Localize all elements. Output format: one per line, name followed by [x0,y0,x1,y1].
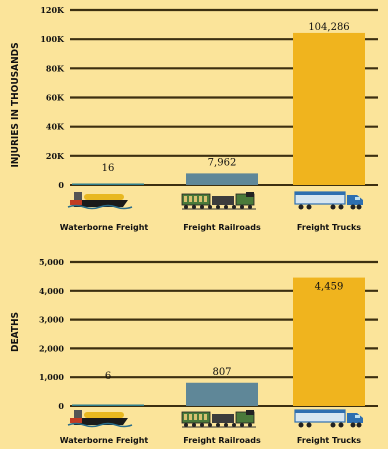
deaths-bar-railroads [186,382,258,406]
injuries-tick-labels: 120K 100K 80K 60K 40K 20K 0 [40,5,65,190]
injuries-category-icons [67,191,363,210]
deaths-value-label-waterborne: 6 [105,371,111,382]
injuries-bar-waterborne [72,183,144,185]
deaths-tick-label: 0 [58,401,64,411]
injuries-tick-label: 60K [46,93,65,103]
deaths-value-labels: 6 807 4,459 [105,282,344,382]
injuries-tick-label: 100K [40,34,65,44]
deaths-tick-label: 2,000 [39,343,64,353]
injuries-tick-label: 40K [46,122,65,132]
deaths-value-label-trucks: 4,459 [315,282,344,293]
truck-icon [294,409,363,428]
deaths-bar-trucks [293,277,365,406]
injuries-bars [72,32,365,186]
deaths-bars [72,277,365,406]
injuries-value-label-waterborne: 16 [102,163,115,174]
injuries-tick-label: 0 [58,180,64,190]
deaths-tick-label: 4,000 [39,286,64,296]
injuries-value-label-railroads: 7,962 [208,157,237,168]
injuries-value-labels: 16 7,962 104,286 [102,22,350,174]
injuries-bar-railroads [186,173,258,185]
deaths-category-label-trucks: Freight Trucks [297,436,361,445]
ship-icon [67,410,133,428]
injuries-category-labels: Waterborne Freight Freight Railroads Freig… [60,223,362,232]
injuries-y-axis-label: INJURIES IN THOUSANDS [10,42,21,167]
ship-icon [67,192,133,210]
deaths-y-axis-label: DEATHS [10,312,21,352]
deaths-category-label-railroads: Freight Railroads [183,436,261,445]
injuries-tick-label: 20K [46,151,65,161]
deaths-category-labels: Waterborne Freight Freight Railroads Freig… [60,436,362,445]
injuries-bar-trucks [293,32,365,186]
truck-icon [294,191,363,210]
deaths-tick-labels: 5,000 4,000 3,000 2,000 1,000 0 [39,257,64,411]
deaths-tick-label: 3,000 [39,315,64,325]
injuries-value-label-trucks: 104,286 [308,22,349,33]
injuries-chart: INJURIES IN THOUSANDS 120K 100K 80K 60K 40K 2… [10,5,378,232]
train-icon [181,410,256,428]
injuries-tick-label: 120K [40,5,65,15]
deaths-value-label-railroads: 807 [212,367,231,378]
injuries-tick-label: 80K [46,63,65,73]
injuries-category-label-trucks: Freight Trucks [297,223,361,232]
deaths-chart: DEATHS 5,000 4,000 3,000 2,000 1,000 0 6 807 4,… [10,257,378,445]
deaths-category-label-waterborne: Waterborne Freight [60,436,149,445]
train-icon [181,192,256,210]
deaths-tick-label: 1,000 [39,372,64,382]
deaths-category-icons [67,409,363,428]
deaths-tick-label: 5,000 [39,257,64,267]
injuries-category-label-waterborne: Waterborne Freight [60,223,149,232]
injuries-category-label-railroads: Freight Railroads [183,223,261,232]
deaths-bar-waterborne [72,404,144,406]
